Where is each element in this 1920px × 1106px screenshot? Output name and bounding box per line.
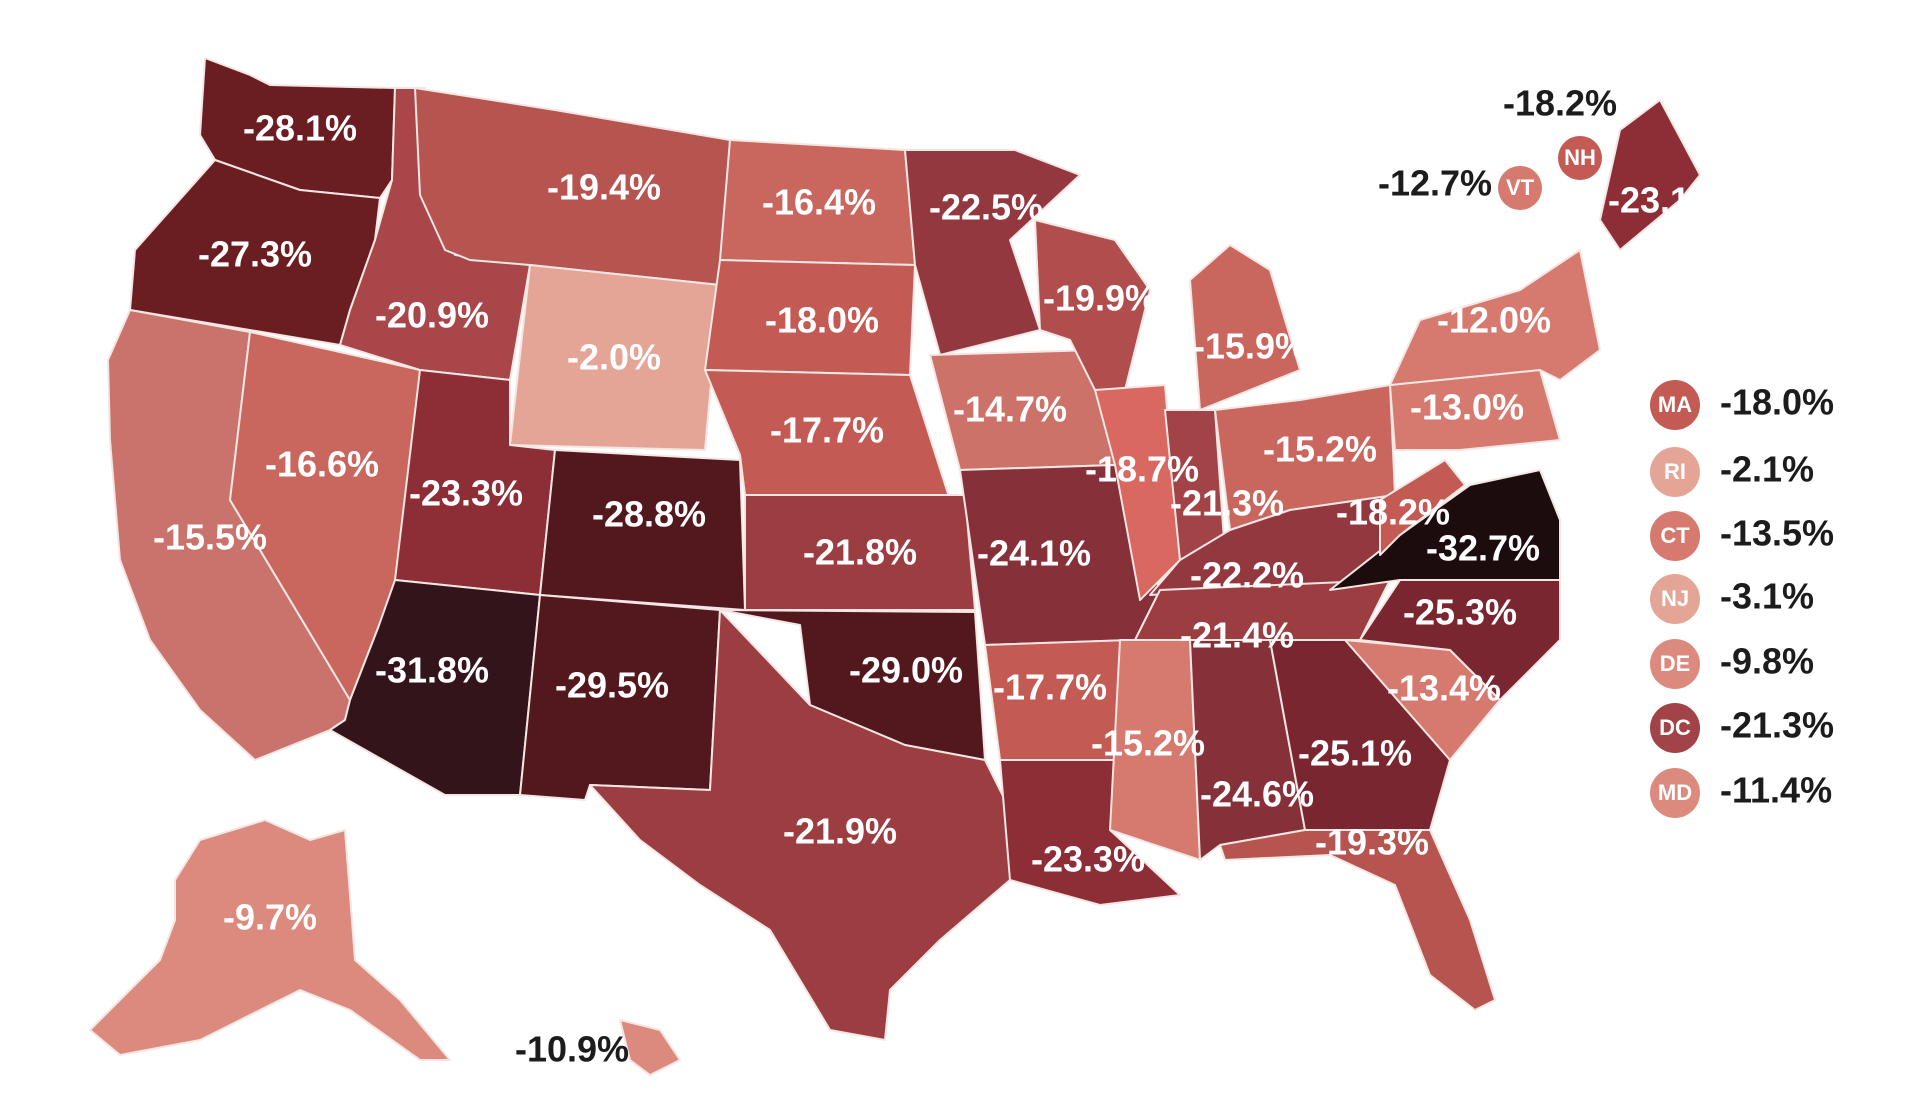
- state-label-la: -23.3%: [1031, 839, 1145, 880]
- legend-badge-ri: [1650, 447, 1700, 497]
- state-hi: [619, 1019, 681, 1076]
- state-label-al: -24.6%: [1200, 774, 1314, 815]
- state-label-nc: -25.3%: [1403, 592, 1517, 633]
- legend-code-ct: CT: [1660, 523, 1690, 548]
- state-ny: [1389, 249, 1601, 386]
- state-ak: [89, 819, 451, 1061]
- state-mn: [904, 149, 1081, 356]
- state-label-mo: -24.1%: [977, 533, 1091, 574]
- state-fl: [1219, 829, 1496, 1011]
- legend-badge-de: [1650, 639, 1700, 689]
- state-label-hi: -10.9%: [515, 1029, 629, 1070]
- state-label-mt: -19.4%: [547, 167, 661, 208]
- legend-badge-dc: [1650, 703, 1700, 753]
- state-label-ne: -17.7%: [770, 410, 884, 451]
- legend-badge-nj: [1650, 574, 1700, 624]
- state-label-or: -27.3%: [198, 234, 312, 275]
- legend-badge-ma: [1650, 380, 1700, 430]
- callout-value-nh: -18.2%: [1503, 83, 1617, 124]
- state-label-nd: -16.4%: [762, 182, 876, 223]
- state-label-mi: -15.9%: [1193, 326, 1307, 367]
- state-label-wa: -28.1%: [243, 108, 357, 149]
- legend-value-md: -11.4%: [1720, 770, 1832, 811]
- callouts-layer: VT -12.7% NH -18.2%: [1378, 83, 1617, 210]
- state-label-ia: -14.7%: [953, 389, 1067, 430]
- state-label-ar: -17.7%: [993, 667, 1107, 708]
- legend-value-dc: -21.3%: [1720, 705, 1834, 746]
- legend-code-nj: NJ: [1661, 586, 1689, 611]
- state-label-ky: -22.2%: [1190, 555, 1304, 596]
- states-layer: [89, 57, 1701, 1076]
- labels-layer: -28.1% -27.3% -15.5% -16.6% -20.9% -19.4% -2.0…: [153, 108, 1722, 1070]
- legend-code-ma: MA: [1658, 392, 1692, 417]
- state-label-ca: -15.5%: [153, 517, 267, 558]
- state-tx: [589, 609, 1011, 1041]
- state-label-fl: -19.3%: [1315, 822, 1429, 863]
- state-label-wy: -2.0%: [567, 337, 661, 378]
- callout-badge-vt: [1498, 166, 1542, 210]
- legend-value-nj: -3.1%: [1720, 576, 1814, 617]
- legend-code-de: DE: [1660, 651, 1691, 676]
- callout-code-vt: VT: [1506, 175, 1535, 200]
- state-ks: [744, 494, 976, 611]
- state-label-sd: -18.0%: [765, 300, 879, 341]
- state-label-ok: -29.0%: [849, 650, 963, 691]
- state-label-ga: -25.1%: [1298, 733, 1412, 774]
- state-label-pa: -13.0%: [1410, 387, 1524, 428]
- state-label-me: -23.1%: [1608, 180, 1722, 221]
- legend-value-de: -9.8%: [1720, 641, 1814, 682]
- state-label-wi: -19.9%: [1043, 278, 1157, 319]
- state-label-sc: -13.4%: [1387, 668, 1501, 709]
- callout-badge-nh: [1558, 136, 1602, 180]
- state-label-az: -31.8%: [375, 650, 489, 691]
- state-il: [1094, 384, 1181, 601]
- callout-value-vt: -12.7%: [1378, 163, 1492, 204]
- state-label-mn: -22.5%: [929, 187, 1043, 228]
- state-label-ny: -12.0%: [1437, 300, 1551, 341]
- legend-badge-md: [1650, 768, 1700, 818]
- state-mi: [1189, 244, 1301, 411]
- state-label-il: -18.7%: [1085, 449, 1199, 490]
- state-label-co: -28.8%: [592, 494, 706, 535]
- state-me: [1599, 99, 1701, 251]
- legend-code-ri: RI: [1664, 459, 1686, 484]
- state-label-oh: -15.2%: [1263, 429, 1377, 470]
- state-label-id: -20.9%: [375, 295, 489, 336]
- state-label-ks: -21.8%: [803, 532, 917, 573]
- legend-code-md: MD: [1658, 780, 1692, 805]
- state-wv: [1379, 459, 1466, 556]
- state-wa: [199, 57, 396, 199]
- state-label-wv: -18.2%: [1336, 492, 1450, 533]
- state-label-va: -32.7%: [1426, 528, 1540, 569]
- legend-badge-ct: [1650, 511, 1700, 561]
- state-label-ms: -15.2%: [1091, 723, 1205, 764]
- legend-value-ma: -18.0%: [1720, 382, 1834, 423]
- legend: MA -18.0% RI -2.1% CT -13.5% NJ -3.1% DE -9.8% DC -…: [1650, 380, 1834, 818]
- state-wy: [509, 264, 721, 451]
- legend-code-dc: DC: [1659, 715, 1691, 740]
- legend-value-ct: -13.5%: [1720, 513, 1834, 554]
- state-label-tn: -21.4%: [1180, 615, 1294, 656]
- state-label-in: -21.3%: [1170, 483, 1284, 524]
- callout-code-nh: NH: [1564, 145, 1596, 170]
- legend-value-ri: -2.1%: [1720, 449, 1814, 490]
- state-label-nv: -16.6%: [265, 444, 379, 485]
- state-label-nm: -29.5%: [555, 665, 669, 706]
- state-label-ak: -9.7%: [223, 897, 317, 938]
- state-label-ut: -23.3%: [409, 473, 523, 514]
- state-label-tx: -21.9%: [783, 811, 897, 852]
